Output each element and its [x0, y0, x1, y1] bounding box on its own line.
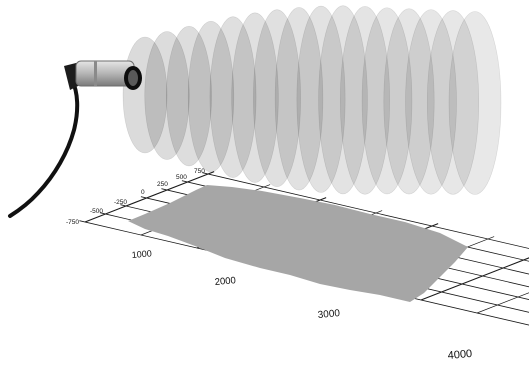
- width-axis-labels: -750 -500 -250 0 250 500 750: [66, 168, 205, 226]
- beam-disc: [231, 12, 279, 183]
- grid-line-distance-0: [84, 171, 215, 223]
- distance-tick-label: 3000: [317, 308, 341, 321]
- width-tick-label: 500: [176, 174, 187, 181]
- beam-disc: [187, 20, 235, 173]
- grid-line-width-6: [202, 172, 529, 249]
- grid-line-distance-7: [476, 292, 529, 314]
- width-tick-label: -500: [90, 208, 103, 215]
- sound-beam-pattern: [122, 5, 502, 195]
- beam-disc: [426, 10, 480, 195]
- beam-disc: [318, 5, 368, 195]
- beam-disc: [122, 36, 168, 154]
- beam-disc: [405, 9, 457, 195]
- distance-tick-label: 2000: [214, 275, 236, 288]
- distance-tick-label: 4000: [447, 348, 472, 362]
- beam-disc: [296, 5, 346, 193]
- beam-disc: [166, 25, 212, 167]
- beam-disc: [209, 16, 257, 178]
- beam-disc: [448, 11, 502, 195]
- beam-disc: [361, 7, 413, 195]
- distance-tick-label: 1000: [131, 248, 152, 260]
- cable-icon: [8, 78, 80, 218]
- width-tick-label: -750: [66, 219, 79, 226]
- width-tick-label: 250: [157, 181, 168, 188]
- beam-disc: [144, 31, 190, 160]
- width-tick-label: 750: [194, 168, 205, 175]
- beam-disc: [383, 8, 435, 195]
- width-tick-label: 0: [141, 189, 145, 196]
- cylindrical-sensor-icon: [8, 60, 142, 218]
- distance-axis-labels: 1000 2000 3000 4000: [131, 248, 472, 362]
- beam-disc: [253, 9, 301, 188]
- beam-disc: [340, 6, 390, 195]
- detection-footprint: [128, 185, 468, 302]
- width-tick-label: -250: [114, 199, 127, 206]
- beam-disc: [274, 7, 324, 191]
